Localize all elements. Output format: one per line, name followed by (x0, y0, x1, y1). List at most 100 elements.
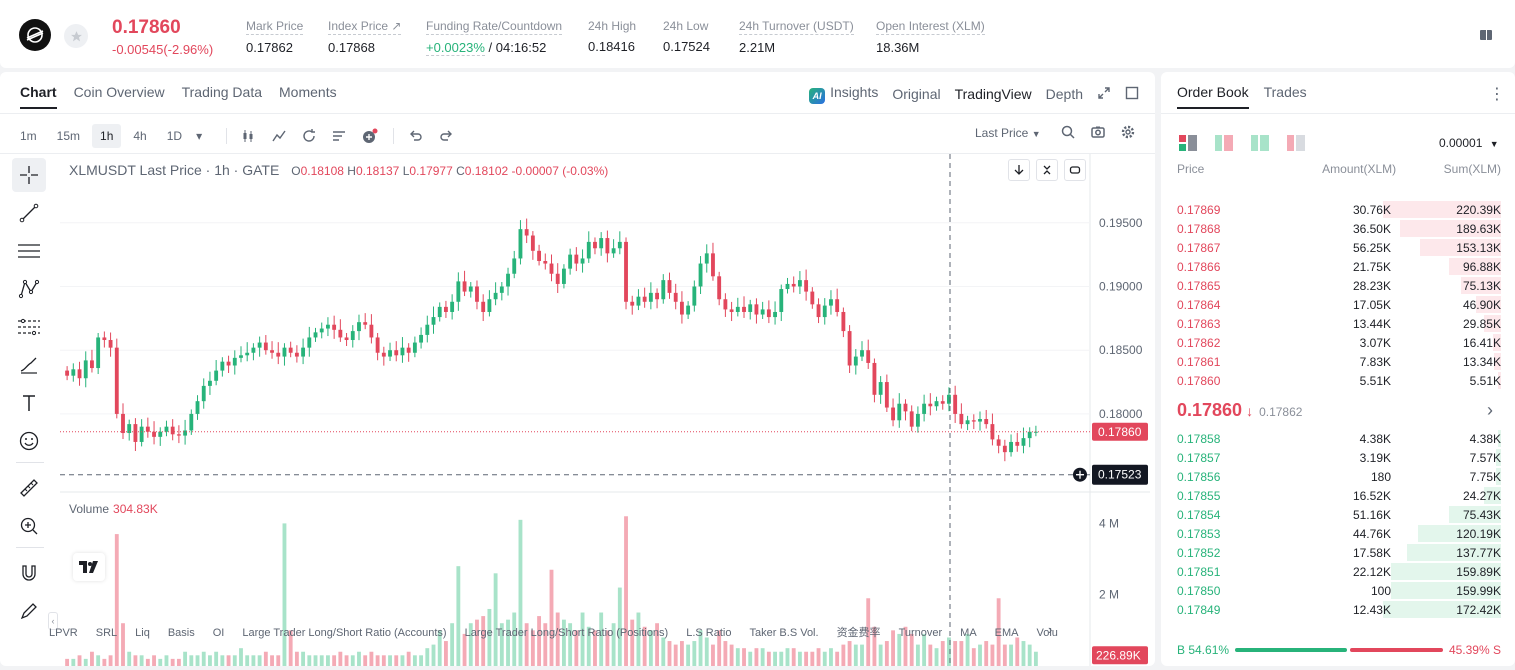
ask-row[interactable]: 0.17864 17.05K 46.90K (1161, 295, 1515, 314)
indicator-5[interactable]: Large Trader Long/Short Ratio (Accounts) (242, 627, 447, 639)
bid-row[interactable]: 0.17850 100 159.99K (1161, 581, 1515, 600)
tab-trading-data[interactable]: Trading Data (181, 84, 263, 100)
indicator-8[interactable]: Taker B.S Vol. (749, 627, 819, 639)
add-alert-icon[interactable] (361, 128, 378, 144)
timeframe-15m[interactable]: 15m (56, 129, 81, 143)
precision-select[interactable]: 0.00001 ▼ (1439, 136, 1499, 150)
bid-row[interactable]: 0.17855 16.52K 24.27K (1161, 486, 1515, 505)
indicator-11[interactable]: MA (960, 627, 977, 639)
bid-row[interactable]: 0.17849 12.43K 172.42K (1161, 600, 1515, 619)
tab-coin-overview[interactable]: Coin Overview (73, 84, 165, 100)
window-icon[interactable] (1125, 86, 1139, 103)
candle-body (915, 413, 920, 427)
insights-button[interactable]: AI Insights (809, 84, 878, 104)
brush-tool-icon[interactable] (12, 348, 46, 382)
view-tabs: AI Insights Original TradingView Depth (795, 84, 1139, 104)
ask-row[interactable]: 0.17868 36.50K 189.63K (1161, 219, 1515, 238)
ask-row[interactable]: 0.17860 5.51K 5.51K (1161, 371, 1515, 390)
horizontal-lines-tool-icon[interactable] (12, 234, 46, 268)
order-book-last-price[interactable]: 0.17860 ↓ 0.17862 (1177, 400, 1302, 421)
timeframe-dropdown-icon[interactable]: ▾ (196, 129, 203, 143)
tradingview-logo-icon[interactable] (73, 553, 105, 581)
indicator-7[interactable]: L.S Ratio (686, 627, 732, 639)
fib-tool-icon[interactable] (12, 310, 46, 344)
ask-row[interactable]: 0.17863 13.44K 29.85K (1161, 314, 1515, 333)
magnet-tool-icon[interactable] (12, 556, 46, 590)
collapse-toolbar-icon[interactable]: ‹ (48, 612, 58, 630)
camera-icon[interactable] (1090, 124, 1106, 145)
emoji-tool-icon[interactable] (12, 424, 46, 458)
gear-icon[interactable] (1120, 124, 1136, 145)
template-icon[interactable] (331, 128, 347, 144)
price-type-select[interactable]: Last Price ▼ (975, 126, 1041, 140)
redo-icon[interactable] (438, 128, 454, 144)
indicator-10[interactable]: Turnover (898, 627, 943, 639)
indicator-next-icon[interactable]: › (1048, 622, 1053, 637)
tab-depth[interactable]: Depth (1045, 86, 1083, 102)
depth-bar (1449, 258, 1501, 275)
refresh-icon[interactable] (1064, 159, 1086, 181)
volume-bar (425, 648, 430, 666)
both-sides-view-icon[interactable] (1179, 135, 1197, 151)
tab-original[interactable]: Original (892, 86, 941, 102)
bid-row[interactable]: 0.17856 180 7.75K (1161, 467, 1515, 486)
timeframe-1d[interactable]: 1D (166, 129, 183, 143)
ask-row[interactable]: 0.17861 7.83K 13.34K (1161, 352, 1515, 371)
ask-row[interactable]: 0.17865 28.23K 75.13K (1161, 276, 1515, 295)
favorite-star-icon[interactable] (64, 24, 88, 48)
indicator-3[interactable]: Basis (167, 627, 195, 639)
tab-order-book[interactable]: Order Book (1177, 84, 1249, 109)
indicator-1[interactable]: SRL (95, 627, 118, 639)
bids-asks-view-icon[interactable] (1215, 135, 1233, 151)
search-icon[interactable] (1060, 124, 1076, 145)
bid-row[interactable]: 0.17854 51.16K 75.43K (1161, 505, 1515, 524)
expand-icon[interactable] (1097, 86, 1111, 103)
text-tool-icon[interactable] (12, 386, 46, 420)
ask-row[interactable]: 0.17869 30.76K 220.39K (1161, 200, 1515, 219)
tab-chart[interactable]: Chart (20, 84, 57, 109)
more-vertical-icon[interactable]: ⋮ (1489, 86, 1505, 103)
stat-index-price[interactable]: Index Price ↗ 0.17868 (328, 19, 402, 55)
indicator-13[interactable]: Volu (1036, 627, 1058, 639)
indicator-4[interactable]: OI (212, 627, 225, 639)
trend-line-tool-icon[interactable] (12, 196, 46, 230)
arrow-down-icon[interactable] (1008, 159, 1030, 181)
pencil-lock-tool-icon[interactable] (12, 594, 46, 628)
tab-trades[interactable]: Trades (1263, 84, 1307, 100)
ruler-tool-icon[interactable] (12, 471, 46, 505)
bid-row[interactable]: 0.17858 4.38K 4.38K (1161, 429, 1515, 448)
pattern-tool-icon[interactable] (12, 272, 46, 306)
undo-icon[interactable] (408, 128, 424, 144)
book-icon[interactable] (1478, 27, 1494, 43)
bid-row[interactable]: 0.17852 17.58K 137.77K (1161, 543, 1515, 562)
ask-row[interactable]: 0.17866 21.75K 96.88K (1161, 257, 1515, 276)
zoom-in-tool-icon[interactable] (12, 509, 46, 543)
bid-row[interactable]: 0.17851 22.12K 159.89K (1161, 562, 1515, 581)
indicator-0[interactable]: LPVR (49, 627, 78, 639)
candle-type-icon[interactable] (241, 128, 257, 144)
indicator-2[interactable]: Liq (135, 627, 150, 639)
bid-row[interactable]: 0.17853 44.76K 120.19K (1161, 524, 1515, 543)
collapse-icon[interactable] (1036, 159, 1058, 181)
candle-body (773, 311, 777, 318)
bids-only-view-icon[interactable] (1251, 135, 1269, 151)
crosshair-tool-icon[interactable] (12, 158, 46, 192)
asks-only-view-icon[interactable] (1287, 135, 1305, 151)
timeframe-1h[interactable]: 1h (92, 124, 122, 148)
indicator-6[interactable]: Large Trader Long/Short Ratio (Positions… (464, 627, 669, 639)
funding-rate-value[interactable]: +0.0023% (426, 40, 485, 56)
tab-moments[interactable]: Moments (279, 84, 337, 100)
tab-tradingview[interactable]: TradingView (954, 86, 1032, 102)
chevron-right-icon[interactable]: › (1487, 400, 1493, 420)
bid-row[interactable]: 0.17857 3.19K 7.57K (1161, 448, 1515, 467)
indicators-icon[interactable] (271, 128, 287, 144)
ask-row[interactable]: 0.17867 56.25K 153.13K (1161, 238, 1515, 257)
timeframe-4h[interactable]: 4h (133, 129, 147, 143)
indicator-12[interactable]: EMA (994, 627, 1019, 639)
candle-body (940, 401, 945, 404)
indicator-9[interactable]: 资金费率 (836, 627, 881, 639)
timeframe-1m[interactable]: 1m (20, 129, 37, 143)
replay-icon[interactable] (301, 128, 317, 144)
ask-row[interactable]: 0.17862 3.07K 16.41K (1161, 333, 1515, 352)
